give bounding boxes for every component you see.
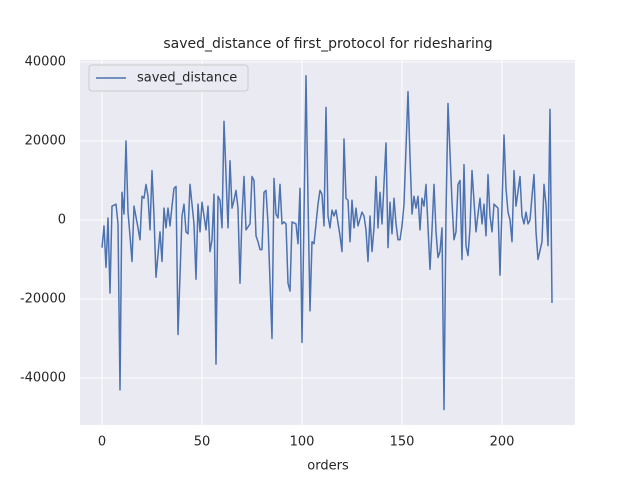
marks xyxy=(101,75,553,411)
legend-label: saved_distance xyxy=(137,71,237,86)
chart-title: saved_distance of first_protocol for rid… xyxy=(163,36,492,52)
y-tick-label: -40000 xyxy=(20,370,66,385)
x-tick-label: 0 xyxy=(98,435,106,450)
x-tick-label: 200 xyxy=(490,435,515,450)
y-tick-label: 0 xyxy=(58,212,66,227)
legend: saved_distance xyxy=(88,64,249,92)
grid xyxy=(80,60,575,425)
y-tick-label: 20000 xyxy=(25,133,66,148)
x-tick-label: 100 xyxy=(290,435,315,450)
x-tick-label: 50 xyxy=(194,435,211,450)
x-tick-label: 150 xyxy=(390,435,415,450)
x-axis-label: orders xyxy=(307,459,349,474)
data-line xyxy=(101,75,553,411)
y-tick-label: 40000 xyxy=(25,54,66,69)
y-tick-label: -20000 xyxy=(20,291,66,306)
legend-box xyxy=(88,64,249,92)
